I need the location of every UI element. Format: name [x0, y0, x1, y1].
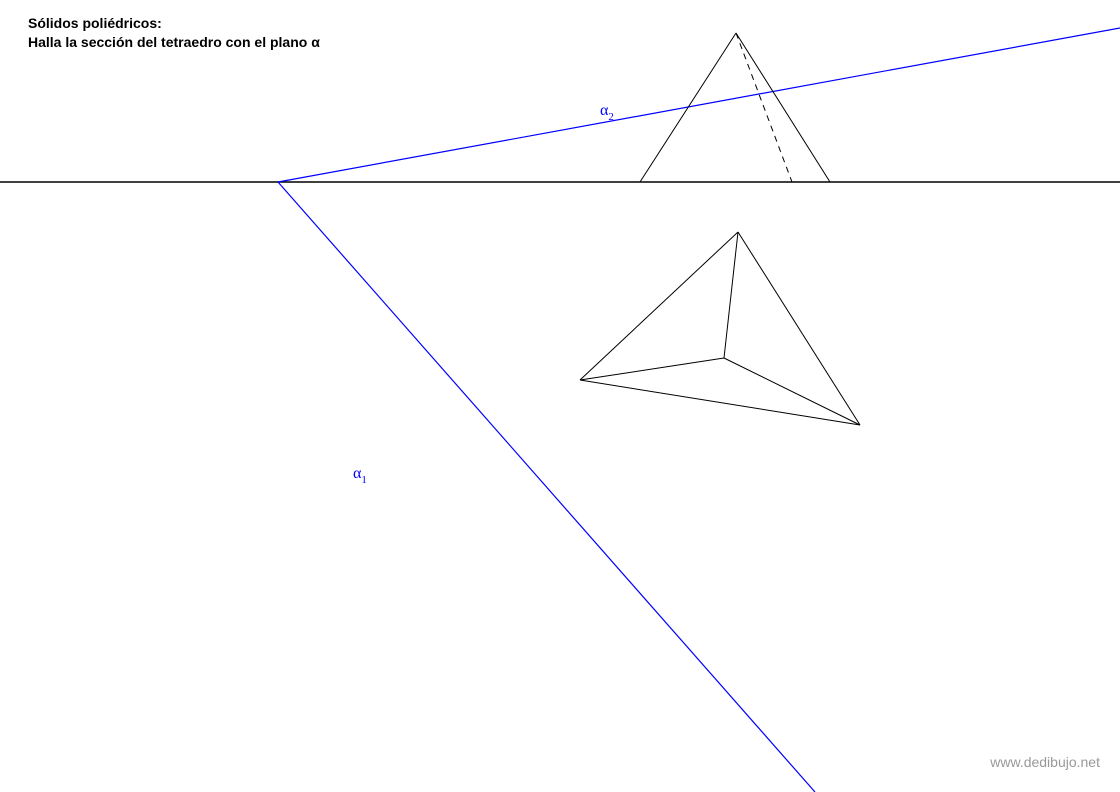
tetra-v-edge-hidden: [736, 33, 792, 182]
alpha2-trace: [278, 28, 1120, 182]
website-credit: www.dedibujo.net: [990, 754, 1100, 770]
tetra-v-edge-right: [736, 33, 830, 182]
tetra-h-edge-b-apex: [724, 358, 860, 425]
geometry-drawing: α2 α1: [0, 0, 1120, 792]
tetra-h-edge-c-apex: [724, 232, 738, 358]
tetra-h-edge-ab: [580, 380, 860, 425]
alpha1-label: α1: [353, 465, 367, 486]
alpha2-label: α2: [600, 102, 614, 123]
tetra-h-edge-a-apex: [580, 358, 724, 380]
tetra-h-edge-bc: [738, 232, 860, 425]
tetra-v-edge-left: [640, 33, 736, 182]
alpha1-trace: [278, 182, 815, 792]
tetra-h-edge-ca: [580, 232, 738, 380]
